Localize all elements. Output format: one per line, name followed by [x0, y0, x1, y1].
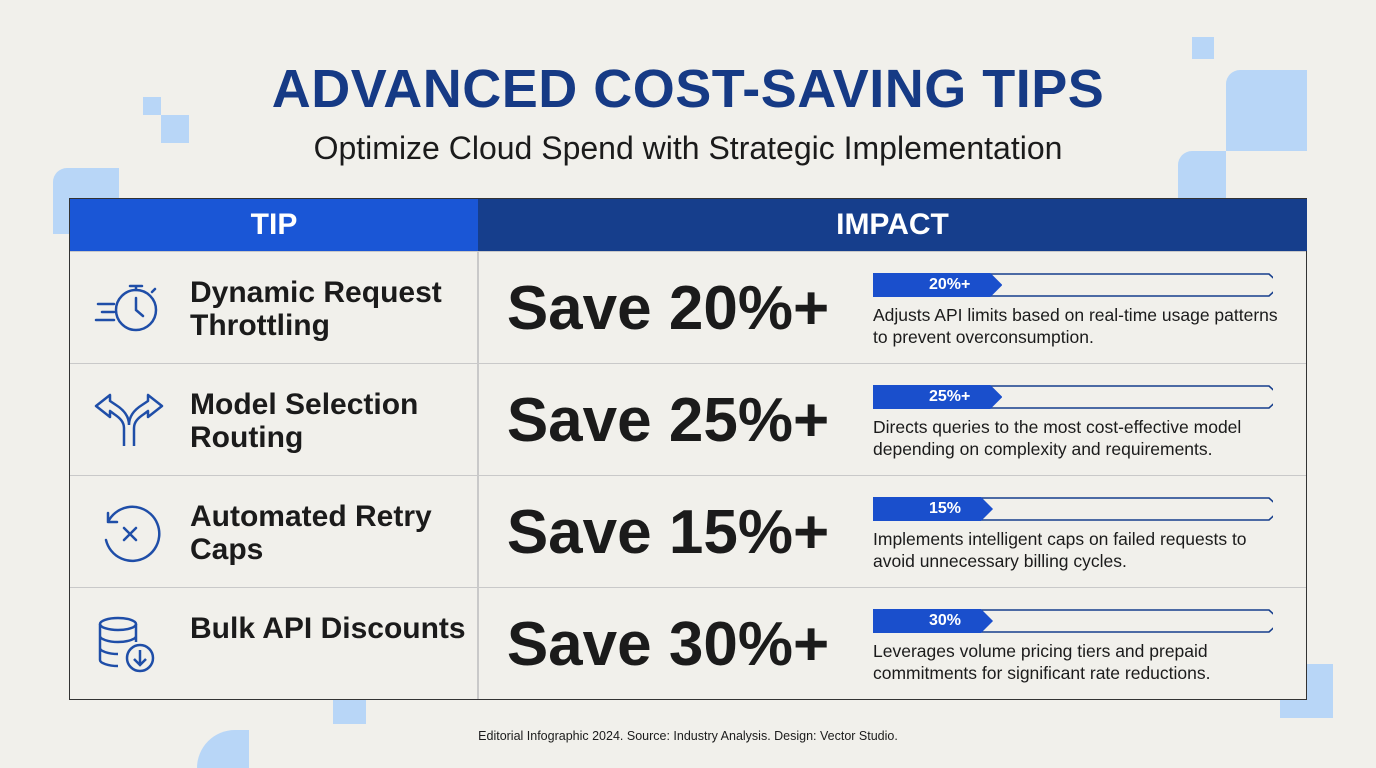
title: ADVANCED COST-SAVING TIPS: [271, 59, 1105, 119]
impact-badge: 15%: [873, 497, 993, 521]
decor: [1226, 70, 1307, 151]
row-icon: [94, 393, 164, 446]
tip-name: Bulk API Discounts: [190, 612, 466, 645]
row-icon: [98, 616, 155, 673]
tip-name: Automated Retry Caps: [190, 500, 432, 566]
table-row: Bulk API Discounts Save 30%+ 30% Leverages …: [70, 587, 1306, 700]
tip-name: Model Selection Routing: [190, 388, 419, 454]
decor: [333, 700, 366, 724]
saving: Save 25%+: [506, 385, 830, 455]
decor: [1178, 151, 1226, 199]
column-header: TIP: [70, 199, 478, 251]
row-icon: [104, 505, 161, 563]
description: Implements intelligent caps on failed re…: [873, 529, 1247, 571]
table-row: Model Selection Routing Save 25%+ 25%+ Dire…: [70, 363, 1306, 476]
tip-name: Dynamic Request Throttling: [190, 276, 442, 342]
impact-badge: 20%+: [873, 273, 1002, 297]
saving: Save 30%+: [506, 609, 830, 679]
footer: Editorial Infographic 2024. Source: Indu…: [478, 729, 898, 743]
table-row: Automated Retry Caps Save 15%+ 15% Implemen…: [70, 475, 1306, 588]
table-row: Dynamic Request Throttling Save 20%+ 20%+ A…: [70, 251, 1306, 364]
row-icon: [94, 284, 158, 332]
description: Directs queries to the most cost-effecti…: [873, 417, 1242, 459]
saving: Save 20%+: [506, 273, 830, 343]
impact-badge: 30%: [873, 609, 993, 633]
column-header: IMPACT: [478, 199, 1307, 251]
saving: Save 15%+: [506, 497, 830, 567]
description: Adjusts API limits based on real-time us…: [873, 305, 1278, 347]
impact-badge: 25%+: [873, 385, 1002, 409]
table: TIP IMPACT Dynamic Request Throttling Sav…: [69, 198, 1307, 700]
description: Leverages volume pricing tiers and prepa…: [873, 641, 1211, 683]
subtitle: Optimize Cloud Spend with Strategic Impl…: [313, 130, 1063, 166]
decor: [143, 97, 161, 115]
decor: [1192, 37, 1214, 59]
decor: [161, 115, 189, 143]
